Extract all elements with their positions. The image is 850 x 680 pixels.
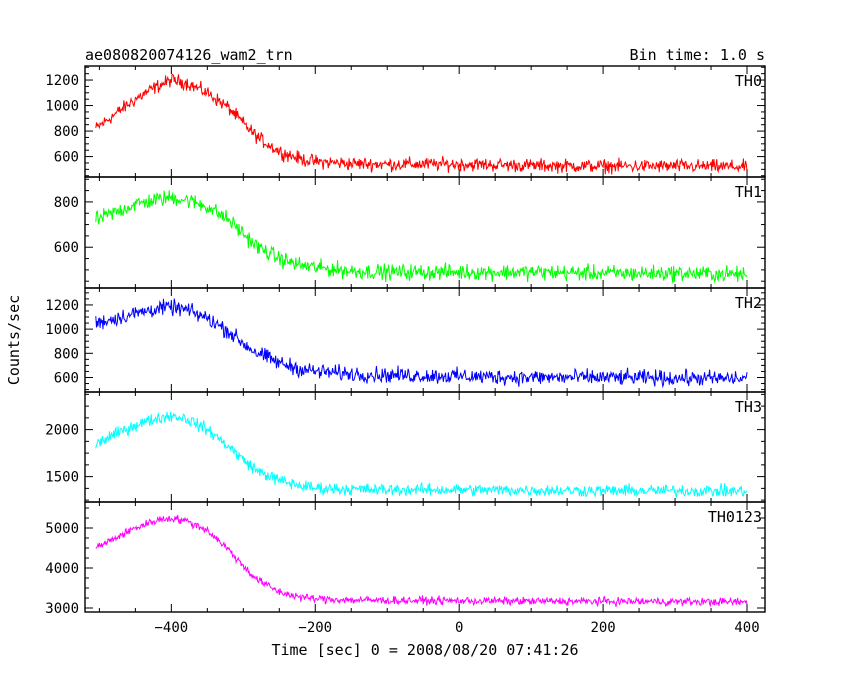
y-tick-label: 2000 bbox=[45, 423, 79, 439]
panels-group: 600 800 1000 1200 TH0 600 800 TH1 600 800 1000 1200… bbox=[45, 65, 766, 617]
y-tick-label: 600 bbox=[54, 240, 79, 256]
panel-frame bbox=[84, 391, 766, 503]
panel-th2: 600 800 1000 1200 TH2 bbox=[45, 287, 766, 393]
panel-label: TH2 bbox=[735, 294, 762, 312]
x-tick-label: −200 bbox=[298, 620, 332, 636]
panel-label: TH0123 bbox=[708, 508, 762, 526]
y-tick-label: 1000 bbox=[45, 322, 79, 338]
y-tick-label: 800 bbox=[54, 195, 79, 211]
series-line-th2 bbox=[95, 298, 748, 389]
panel-label: TH0 bbox=[735, 72, 762, 90]
x-axis-label: Time [sec] 0 = 2008/08/20 07:41:26 bbox=[271, 641, 578, 659]
panel-frame bbox=[84, 176, 766, 289]
panel-th0123: 3000 4000 5000 TH0123 bbox=[45, 501, 766, 617]
y-tick-label: 800 bbox=[54, 346, 79, 362]
y-tick-label: 800 bbox=[54, 124, 79, 140]
panel-frame bbox=[84, 501, 766, 613]
y-tick-label: 4000 bbox=[45, 561, 79, 577]
x-tick-label: 200 bbox=[590, 620, 615, 636]
panel-frame bbox=[84, 287, 766, 393]
x-tick-label: 0 bbox=[455, 620, 463, 636]
series-line-th0123 bbox=[95, 514, 748, 608]
x-tick-label: 400 bbox=[734, 620, 759, 636]
x-tick-label: −400 bbox=[154, 620, 188, 636]
chart-title: ae080820074126_wam2_trn bbox=[85, 46, 293, 64]
panel-th1: 600 800 TH1 bbox=[54, 176, 766, 289]
series-line-th1 bbox=[95, 190, 748, 284]
y-tick-label: 600 bbox=[54, 150, 79, 166]
y-tick-label: 1500 bbox=[45, 470, 79, 486]
panel-th0: 600 800 1000 1200 TH0 bbox=[45, 65, 766, 178]
series-line-th0 bbox=[95, 73, 748, 175]
y-tick-label: 3000 bbox=[45, 601, 79, 617]
series-line-th3 bbox=[95, 411, 748, 498]
panel-label: TH1 bbox=[735, 183, 762, 201]
y-tick-label: 1000 bbox=[45, 99, 79, 115]
y-tick-label: 1200 bbox=[45, 73, 79, 89]
y-tick-label: 5000 bbox=[45, 521, 79, 537]
y-tick-label: 600 bbox=[54, 370, 79, 386]
y-tick-label: 1200 bbox=[45, 298, 79, 314]
x-axis: −400 −200 0 200 400 bbox=[154, 620, 759, 636]
panel-label: TH3 bbox=[735, 398, 762, 416]
y-axis-label: Counts/sec bbox=[5, 295, 23, 385]
bin-time-label: Bin time: 1.0 s bbox=[630, 46, 765, 64]
panel-th3: 1500 2000 TH3 bbox=[45, 391, 766, 503]
